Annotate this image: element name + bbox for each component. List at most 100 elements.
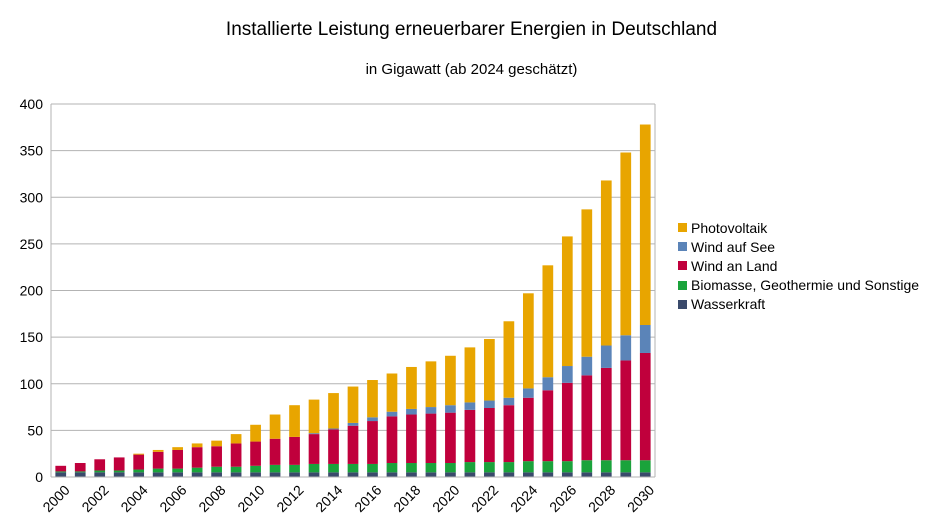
y-tick-label: 150 (20, 329, 44, 345)
bar-segment-wind-an-land-2022 (484, 407, 495, 463)
legend-label: Wind an Land (691, 257, 778, 274)
bar-segment-wind-an-land-2026 (561, 382, 573, 462)
bar-segment-wasserkraft-2009 (230, 472, 242, 477)
x-tick-label: 2024 (507, 482, 540, 515)
bar-segment-photovoltaik-2017 (386, 373, 398, 412)
bar-segment-wind-an-land-2023 (503, 405, 515, 463)
bar-segment-biomasse-geothermie-und-sonstige-2019 (425, 463, 437, 473)
bar-segment-photovoltaik-2011 (269, 414, 281, 439)
bar-segment-photovoltaik-2021 (464, 347, 476, 403)
bar-segment-wind-an-land-2018 (406, 414, 417, 464)
legend-label: Biomasse, Geothermie und Sonstige (691, 277, 920, 294)
bar-segment-wind-auf-see-2014 (328, 428, 339, 430)
x-tick-label: 2000 (39, 482, 72, 515)
bar-segment-photovoltaik-2023 (503, 321, 515, 398)
bar-segment-biomasse-geothermie-und-sonstige-2023 (503, 462, 515, 473)
bar-segment-photovoltaik-2004 (133, 453, 145, 455)
bar-segment-wind-auf-see-2018 (406, 408, 417, 415)
legend-label: Wind auf See (691, 238, 776, 255)
bar-segment-biomasse-geothermie-und-sonstige-2030 (639, 460, 651, 473)
x-tick-label: 2030 (624, 482, 657, 515)
bar-segment-biomasse-geothermie-und-sonstige-2008 (211, 466, 222, 473)
legend-item: Wasserkraft (678, 295, 919, 314)
legend-swatch (678, 223, 687, 233)
x-tick-label: 2028 (585, 482, 618, 515)
bar-segment-photovoltaik-2013 (308, 399, 320, 434)
x-tick-label: 2008 (195, 482, 228, 515)
bar-segment-biomasse-geothermie-und-sonstige-2022 (484, 462, 495, 473)
bar-segment-wind-an-land-2020 (445, 412, 456, 464)
bar-segment-biomasse-geothermie-und-sonstige-2002 (94, 470, 106, 473)
chart-title: Installierte Leistung erneuerbarer Energ… (225, 19, 718, 40)
bar-segment-wind-an-land-2025 (542, 390, 554, 462)
y-tick-label: 250 (20, 236, 44, 252)
bar-segment-wind-auf-see-2013 (308, 433, 320, 435)
bar-segment-wind-auf-see-2022 (484, 400, 495, 408)
x-tick-label: 2020 (429, 482, 462, 515)
bar-segment-wind-an-land-2009 (230, 443, 242, 467)
x-tick-label: 2010 (234, 482, 267, 515)
bar-segment-wasserkraft-2000 (55, 472, 67, 477)
bar-segment-biomasse-geothermie-und-sonstige-2021 (464, 462, 476, 473)
bar-segment-photovoltaik-2009 (230, 434, 242, 444)
bar-segment-wasserkraft-2003 (113, 472, 125, 477)
bar-segment-wind-an-land-2005 (152, 451, 164, 469)
bar-segment-wind-auf-see-2029 (620, 335, 632, 361)
y-tick-label: 50 (27, 422, 43, 438)
bar-segment-wind-an-land-2013 (308, 434, 320, 464)
bar-segment-wind-an-land-2021 (464, 409, 476, 463)
bar-segment-wind-an-land-2027 (581, 375, 593, 461)
bar-segment-photovoltaik-2008 (211, 440, 222, 447)
bar-segment-wind-an-land-2006 (172, 449, 184, 469)
bar-segment-photovoltaik-2029 (620, 152, 632, 336)
bar-segment-wind-an-land-2001 (74, 463, 86, 472)
bar-segment-wind-an-land-2004 (133, 454, 145, 470)
x-tick-label: 2004 (117, 482, 150, 515)
bar-segment-wasserkraft-2015 (347, 472, 359, 477)
chart-subtitle: in Gigawatt (ab 2024 geschätzt) (365, 61, 578, 78)
bar-segment-wind-an-land-2010 (250, 441, 261, 466)
bar-segment-biomasse-geothermie-und-sonstige-2015 (347, 463, 359, 473)
y-tick-label: 100 (20, 376, 44, 392)
bar-segment-wind-an-land-2016 (367, 421, 378, 464)
legend-label: Wasserkraft (691, 296, 766, 313)
x-tick-label: 2022 (468, 482, 501, 515)
bar-segment-wasserkraft-2014 (328, 472, 339, 477)
bar-segment-wasserkraft-2026 (561, 472, 573, 477)
bar-segment-photovoltaik-2024 (522, 293, 534, 389)
bar-segment-wasserkraft-2006 (172, 472, 184, 477)
bar-segment-wasserkraft-2029 (620, 472, 632, 477)
bar-segment-biomasse-geothermie-und-sonstige-2003 (113, 470, 125, 473)
bar-segment-photovoltaik-2005 (152, 449, 164, 452)
bar-segment-biomasse-geothermie-und-sonstige-2028 (600, 460, 612, 473)
bar-segment-wind-auf-see-2023 (503, 397, 515, 406)
bar-segment-wasserkraft-2020 (445, 472, 456, 477)
bar-segment-biomasse-geothermie-und-sonstige-2004 (133, 469, 145, 473)
bar-segment-wasserkraft-2025 (542, 472, 554, 477)
x-tick-label: 2012 (273, 482, 306, 515)
bar-segment-wasserkraft-2008 (211, 472, 222, 477)
bar-segment-biomasse-geothermie-und-sonstige-2001 (74, 471, 86, 473)
y-tick-label: 0 (35, 469, 43, 485)
bar-segment-biomasse-geothermie-und-sonstige-2025 (542, 461, 554, 473)
bar-segment-wind-an-land-2017 (386, 416, 398, 464)
bar-segment-wind-an-land-2028 (600, 367, 612, 461)
y-tick-label: 350 (20, 143, 44, 159)
bar-segment-biomasse-geothermie-und-sonstige-2026 (561, 461, 573, 473)
bar-segment-wind-auf-see-2021 (464, 402, 476, 410)
bar-segment-biomasse-geothermie-und-sonstige-2005 (152, 468, 164, 473)
bar-segment-wind-an-land-2019 (425, 413, 437, 464)
bar-segment-wasserkraft-2005 (152, 472, 164, 477)
bar-segment-biomasse-geothermie-und-sonstige-2020 (445, 463, 456, 473)
bar-segment-wasserkraft-2019 (425, 472, 437, 477)
bar-segment-photovoltaik-2018 (406, 366, 417, 409)
bar-segment-biomasse-geothermie-und-sonstige-2006 (172, 468, 184, 473)
bar-segment-photovoltaik-2026 (561, 236, 573, 367)
bar-segment-wind-an-land-2029 (620, 360, 632, 461)
bar-segment-wind-an-land-2030 (639, 352, 651, 461)
x-tick-label: 2014 (312, 482, 345, 515)
bar-segment-biomasse-geothermie-und-sonstige-2027 (581, 460, 593, 473)
bar-segment-photovoltaik-2019 (425, 361, 437, 408)
bar-segment-biomasse-geothermie-und-sonstige-2016 (367, 463, 378, 473)
